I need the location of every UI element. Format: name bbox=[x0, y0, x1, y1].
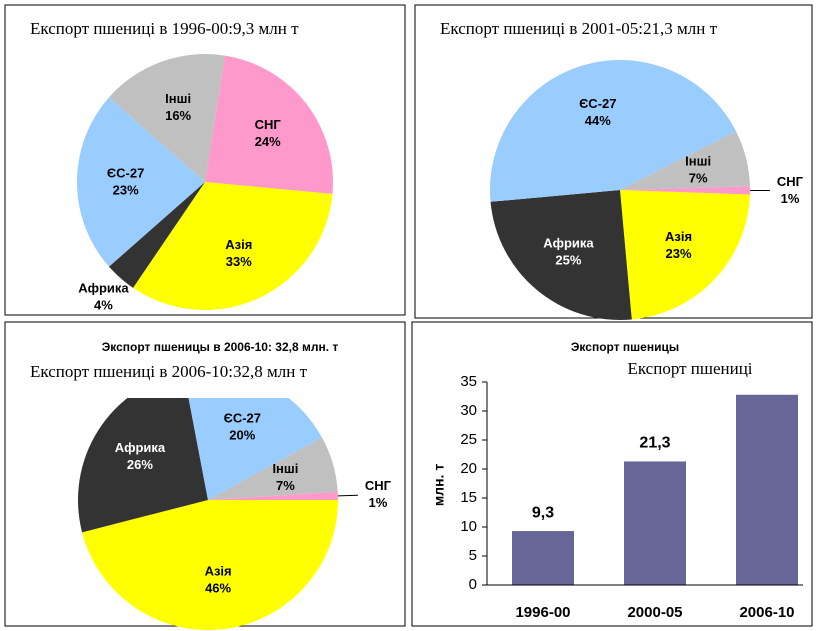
pie-slice bbox=[620, 186, 750, 195]
y-axis-label: млн. т bbox=[431, 464, 447, 506]
slice-value: 26% bbox=[127, 457, 153, 472]
slice-value: 7% bbox=[276, 478, 295, 493]
slice-label: Інші bbox=[272, 461, 298, 476]
bar bbox=[624, 461, 686, 585]
slice-value: 4% bbox=[94, 298, 113, 313]
y-tick-label: 10 bbox=[460, 518, 477, 535]
panel-border bbox=[4, 4, 406, 316]
slice-label: Азія bbox=[225, 237, 252, 252]
slice-value: 23% bbox=[666, 246, 692, 261]
pie-slice bbox=[205, 55, 334, 195]
pie-slice bbox=[183, 369, 322, 500]
y-tick-label: 35 bbox=[460, 373, 477, 390]
bar-value-label: 9,3 bbox=[532, 504, 554, 521]
slice-label: Азія bbox=[665, 229, 692, 244]
slice-value: 44% bbox=[585, 113, 611, 128]
chart-title: Експорт пшениці bbox=[627, 359, 752, 378]
y-tick-label: 25 bbox=[460, 431, 477, 448]
slice-value: 1% bbox=[369, 495, 388, 510]
slice-label: ЄС-27 bbox=[579, 96, 616, 111]
pie-slice bbox=[82, 500, 338, 630]
leader-line bbox=[337, 494, 358, 497]
slice-label: Африка bbox=[543, 235, 594, 250]
title-background bbox=[623, 356, 757, 380]
y-tick-label: 30 bbox=[460, 402, 477, 419]
pie-slice bbox=[76, 97, 205, 267]
slice-label: Африка bbox=[78, 281, 129, 296]
slice-label: СНГ bbox=[365, 478, 392, 493]
pie-slice bbox=[490, 190, 632, 320]
slice-label: СНГ bbox=[777, 174, 804, 189]
pie-slice bbox=[620, 131, 750, 190]
pie-slice bbox=[133, 182, 333, 310]
chart-title: Експорт пшениці в 2006-10:32,8 млн т bbox=[30, 362, 308, 381]
pie-slice bbox=[620, 190, 750, 320]
y-tick-label: 5 bbox=[469, 547, 477, 564]
slice-label: ЄС-27 bbox=[107, 165, 144, 180]
slice-value: 20% bbox=[229, 428, 255, 443]
y-tick-label: 20 bbox=[460, 460, 477, 477]
bar bbox=[736, 394, 798, 585]
pie-slice bbox=[208, 437, 338, 500]
slice-value: 7% bbox=[689, 171, 708, 186]
slice-value: 46% bbox=[205, 580, 231, 595]
underlying-title: Экспорт пшеницы в 2006-10: 32,8 млн. т bbox=[102, 340, 339, 354]
slice-label: ЄС-27 bbox=[224, 411, 261, 426]
slice-label: Африка bbox=[115, 440, 166, 455]
slice-value: 23% bbox=[113, 182, 139, 197]
pie-slice bbox=[108, 54, 226, 183]
slice-value: 16% bbox=[165, 108, 191, 123]
pie-slice bbox=[490, 60, 737, 202]
y-tick-label: 15 bbox=[460, 489, 477, 506]
x-tick-label: 2006-10 bbox=[739, 604, 794, 621]
bar bbox=[512, 531, 574, 585]
underlying-title: Экспорт пшеницы bbox=[571, 340, 679, 354]
x-tick-label: 1996-00 bbox=[515, 604, 570, 621]
slice-value: 33% bbox=[226, 254, 252, 269]
title-cover bbox=[6, 358, 404, 398]
pie-slice bbox=[108, 182, 205, 288]
x-tick-label: 2000-05 bbox=[627, 604, 682, 621]
chart-title: Експорт пшениці в 1996-00:9,3 млн т bbox=[30, 19, 299, 38]
slice-label: Азія bbox=[205, 563, 232, 578]
slice-value: 24% bbox=[255, 134, 281, 149]
slice-value: 1% bbox=[781, 191, 800, 206]
slice-label: Інші bbox=[165, 91, 191, 106]
y-tick-label: 0 bbox=[469, 576, 477, 593]
slice-label: СНГ bbox=[255, 117, 282, 132]
slice-value: 25% bbox=[555, 252, 581, 267]
pie-slice bbox=[208, 491, 338, 500]
slice-label: Інші bbox=[685, 154, 711, 169]
chart-title: Експорт пшениці в 2001-05:21,3 млн т bbox=[440, 19, 718, 38]
bar-value-label: 21,3 bbox=[639, 435, 670, 452]
pie-slice bbox=[77, 372, 208, 533]
panel-border bbox=[411, 321, 813, 627]
